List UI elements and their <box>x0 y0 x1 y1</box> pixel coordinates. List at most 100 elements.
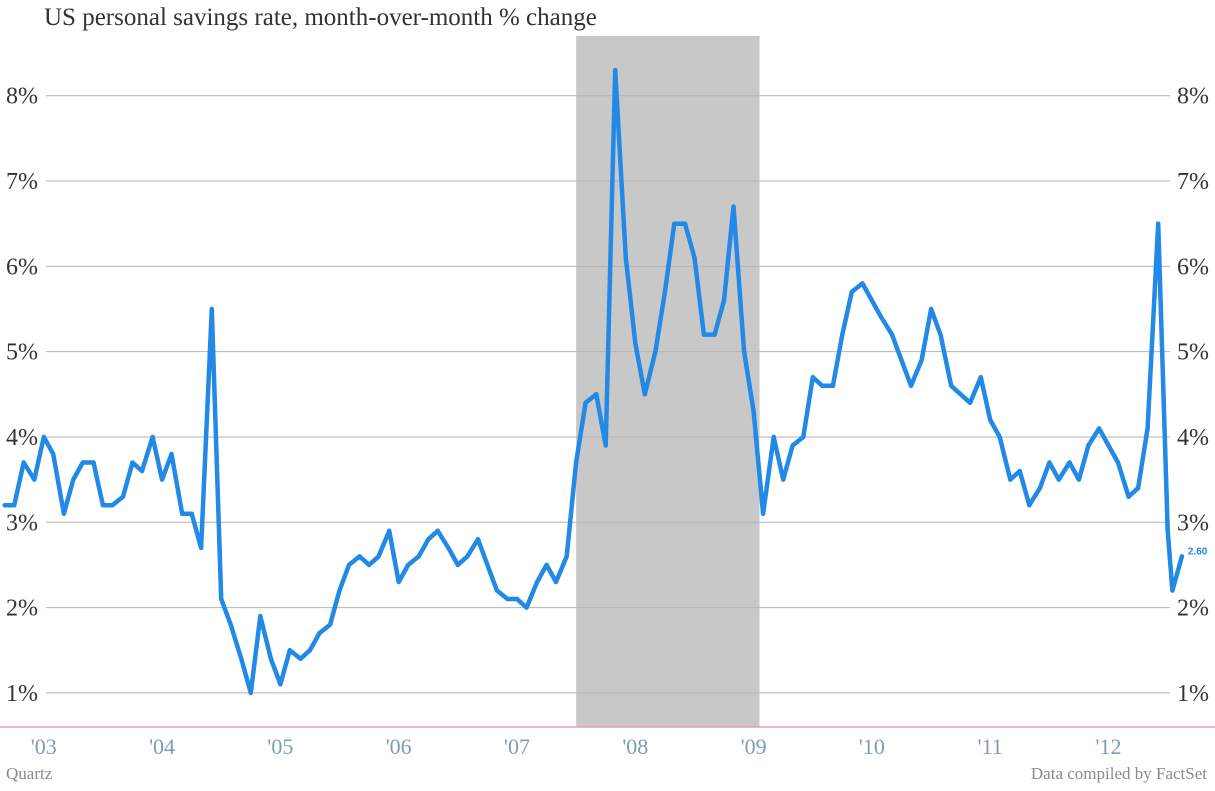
data-point <box>514 596 520 602</box>
x-tick-label: '08 <box>622 734 648 759</box>
data-point <box>997 434 1002 440</box>
data-point <box>594 392 599 397</box>
data-point <box>2 503 7 508</box>
data-point <box>435 528 440 533</box>
data-point <box>967 400 973 405</box>
data-point <box>1126 494 1131 499</box>
data-point <box>21 460 26 465</box>
data-point <box>366 562 372 568</box>
y-tick-label-left: 2% <box>6 596 38 622</box>
data-point <box>51 451 56 457</box>
data-point <box>100 503 106 508</box>
data-point <box>80 460 86 465</box>
recession-shade-layer <box>576 36 760 727</box>
data-point <box>1106 443 1111 448</box>
axis-labels: 1% 1% 2% 2% 3% 3% 4% 4% 5% 5% 6% 6% 7% 7% 8% 8% '03 '04 '0… <box>6 84 1209 759</box>
data-point <box>928 306 934 312</box>
data-point <box>139 468 145 474</box>
data-point <box>416 554 421 559</box>
data-point <box>110 503 115 508</box>
data-point <box>860 281 865 286</box>
data-point <box>731 204 736 209</box>
data-point <box>1145 426 1150 431</box>
data-point <box>248 690 253 696</box>
x-tick-label: '11 <box>978 734 1003 759</box>
data-point <box>801 434 806 440</box>
data-point <box>180 511 185 516</box>
publisher-credit: Quartz <box>6 764 53 783</box>
chart-title: US personal savings rate, month-over-mon… <box>44 4 597 31</box>
data-point <box>879 315 884 320</box>
data-point <box>978 375 983 380</box>
y-tick-label-left: 6% <box>6 254 38 280</box>
data-point <box>1076 477 1082 482</box>
data-point <box>1170 588 1175 593</box>
x-tick-label: '12 <box>1096 734 1122 759</box>
x-tick-label: '07 <box>504 734 530 759</box>
data-point <box>228 622 233 627</box>
x-tick-label: '10 <box>859 734 885 759</box>
data-point <box>1017 468 1022 474</box>
y-tick-label-left: 8% <box>6 84 38 110</box>
data-point <box>198 545 204 551</box>
data-point <box>919 358 924 363</box>
data-point <box>1165 528 1170 533</box>
data-point <box>494 588 500 593</box>
data-point <box>633 340 638 346</box>
data-point <box>446 545 451 551</box>
data-point <box>849 289 854 295</box>
x-tick-label: '06 <box>386 734 412 759</box>
data-point <box>387 528 392 533</box>
x-tick-label: '05 <box>267 734 293 759</box>
data-point <box>258 613 263 619</box>
data-point <box>642 392 647 397</box>
data-point <box>1115 460 1121 465</box>
data-point <box>406 562 411 568</box>
y-tick-label-right: 3% <box>1177 510 1209 536</box>
data-point <box>169 451 174 457</box>
data-point <box>988 417 993 423</box>
data-point <box>298 656 303 661</box>
data-point <box>278 682 283 687</box>
data-point <box>751 409 756 414</box>
data-point <box>672 221 677 226</box>
y-tick-label-right: 7% <box>1177 169 1209 195</box>
data-point <box>524 605 529 610</box>
data-point <box>583 400 588 405</box>
data-point <box>455 562 460 568</box>
data-point <box>908 383 914 388</box>
y-tick-label-left: 5% <box>6 340 38 366</box>
data-point <box>712 332 717 337</box>
data-point <box>268 656 274 661</box>
data-point <box>317 631 322 636</box>
data-point <box>1179 554 1185 559</box>
data-point <box>1086 443 1091 448</box>
data-point <box>662 289 668 295</box>
data-point <box>1156 221 1161 226</box>
data-point <box>899 358 904 363</box>
y-tick-label-left: 1% <box>6 681 38 707</box>
data-point <box>287 648 292 653</box>
data-point <box>357 554 362 559</box>
data-point <box>603 443 608 448</box>
data-point <box>41 434 46 440</box>
data-point <box>475 537 481 542</box>
data-point <box>12 503 17 508</box>
data-point <box>150 434 155 440</box>
data-point <box>396 579 401 585</box>
data-point <box>810 375 815 380</box>
y-tick-label-left: 7% <box>6 169 38 195</box>
data-point <box>1037 485 1043 491</box>
data-point <box>120 494 126 499</box>
data-point <box>209 306 214 312</box>
data-point <box>544 562 549 568</box>
data-point <box>219 596 224 602</box>
data-point <box>938 332 943 337</box>
end-value-label: 2.60 <box>1188 546 1208 557</box>
data-point <box>820 383 825 388</box>
data-point <box>741 349 747 354</box>
data-point <box>71 477 76 482</box>
data-point <box>949 383 954 388</box>
data-point <box>553 579 559 585</box>
data-point <box>564 554 569 559</box>
